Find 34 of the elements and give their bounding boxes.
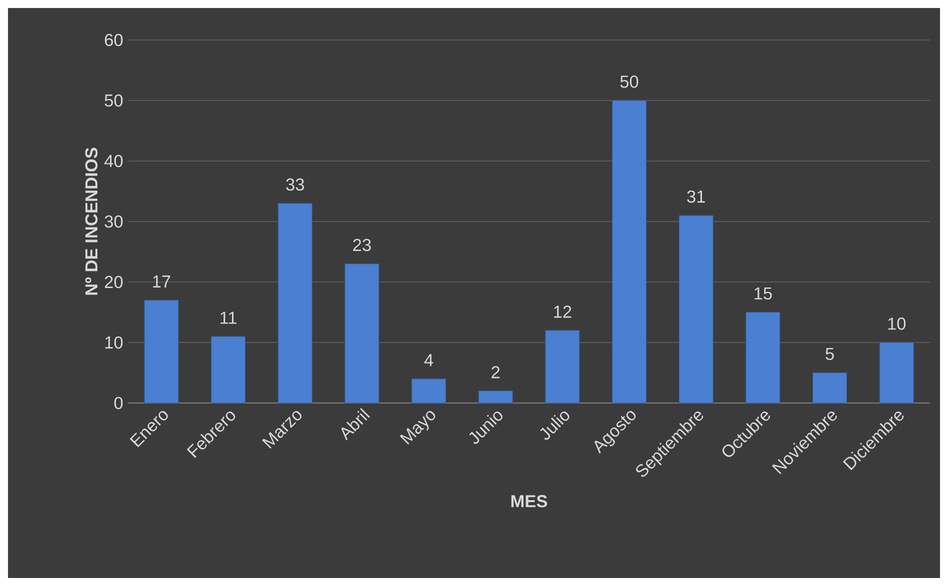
data-label: 17 [153,276,170,288]
x-axis-title: MES [511,495,548,508]
y-tick-label: 30 [104,215,123,228]
data-label: 10 [888,318,906,330]
y-tick-label: 10 [105,336,123,349]
data-label: 12 [554,306,572,318]
data-label: 15 [754,287,772,300]
data-label: 2 [492,366,500,378]
y-axis-title: Nº DE INCENDIOS [85,148,98,295]
data-label: 4 [424,354,434,366]
y-tick-label: 60 [104,34,123,46]
y-tick-label: 0 [114,396,123,410]
bar [545,330,580,404]
bar [879,342,914,404]
data-label: 23 [353,238,371,252]
bar [210,336,246,404]
bar [678,215,714,404]
bar [478,390,513,404]
bar [278,203,312,404]
y-tick-label: 20 [104,276,123,288]
data-label: 5 [826,348,834,360]
y-tick-label: 50 [104,94,123,107]
x-tick-label: Julio [540,411,570,440]
bar [612,100,647,404]
data-label: 33 [286,178,304,191]
bar [411,378,446,404]
y-tick-label: 40 [104,154,123,168]
bar [144,300,179,404]
bar [812,372,848,404]
data-label: 50 [620,76,638,88]
data-label: 11 [220,312,236,324]
data-label: 31 [687,190,705,203]
bar [746,312,780,404]
bar [344,264,380,404]
